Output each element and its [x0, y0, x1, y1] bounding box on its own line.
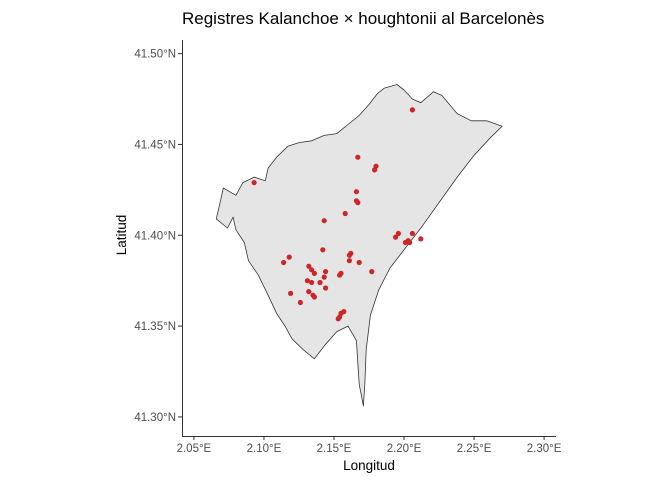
chart-title: Registres Kalanchoe × houghtonii al Barc…	[182, 9, 544, 28]
x-tick-label: 2.10°E	[247, 443, 282, 455]
barcelones-region-outline	[215, 84, 503, 407]
y-axis-title: Latitud	[114, 215, 129, 256]
observation-point	[286, 254, 292, 260]
observation-point	[335, 316, 341, 322]
observation-point	[309, 267, 315, 273]
observation-point	[309, 279, 315, 286]
observation-point	[321, 274, 327, 280]
observation-point	[409, 230, 415, 237]
x-axis-title: Longitud	[343, 458, 395, 473]
y-tick-label: 41.40°N	[134, 230, 176, 242]
observation-point	[418, 236, 424, 242]
observation-point	[251, 180, 257, 186]
x-tick-label: 2.30°E	[527, 443, 562, 455]
y-tick-label: 41.50°N	[134, 49, 176, 61]
observation-point	[281, 259, 287, 266]
x-tick-label: 2.15°E	[317, 443, 352, 455]
y-tick-label: 41.45°N	[134, 139, 176, 151]
observation-point	[356, 259, 362, 266]
observation-point	[372, 167, 378, 173]
observation-point	[353, 189, 359, 195]
observation-point	[306, 263, 312, 269]
observation-point	[369, 269, 375, 275]
observation-point	[342, 210, 348, 217]
observation-point	[355, 200, 361, 206]
observation-point	[355, 154, 361, 160]
observation-point	[320, 247, 326, 253]
y-tick-label: 41.30°N	[134, 412, 176, 424]
observation-point	[317, 279, 323, 286]
observation-point	[407, 239, 413, 246]
observation-point	[346, 258, 352, 264]
observation-point	[402, 239, 408, 246]
observation-point	[321, 218, 327, 224]
observation-point	[409, 107, 415, 113]
x-tick-label: 2.20°E	[387, 443, 422, 455]
observation-point	[288, 290, 294, 296]
observation-point	[297, 299, 303, 306]
x-axis-ticks: 2.05°E 2.10°E 2.15°E 2.20°E 2.25°E 2.30°E	[177, 436, 562, 455]
y-axis-ticks: 41.30°N 41.35°N 41.40°N 41.45°N 41.50°N	[134, 49, 182, 424]
y-tick-label: 41.35°N	[134, 321, 176, 333]
observation-point	[393, 234, 399, 240]
observation-point	[395, 230, 401, 237]
observation-point	[346, 252, 352, 258]
observation-point	[306, 289, 312, 295]
observation-point	[337, 272, 343, 278]
points-layer	[251, 107, 424, 322]
x-tick-label: 2.05°E	[177, 443, 212, 455]
x-tick-label: 2.25°E	[457, 443, 492, 455]
observation-point	[323, 285, 329, 291]
observation-point	[311, 270, 317, 276]
observation-point	[311, 294, 317, 300]
observation-point	[323, 269, 329, 275]
observation-point	[304, 278, 310, 284]
